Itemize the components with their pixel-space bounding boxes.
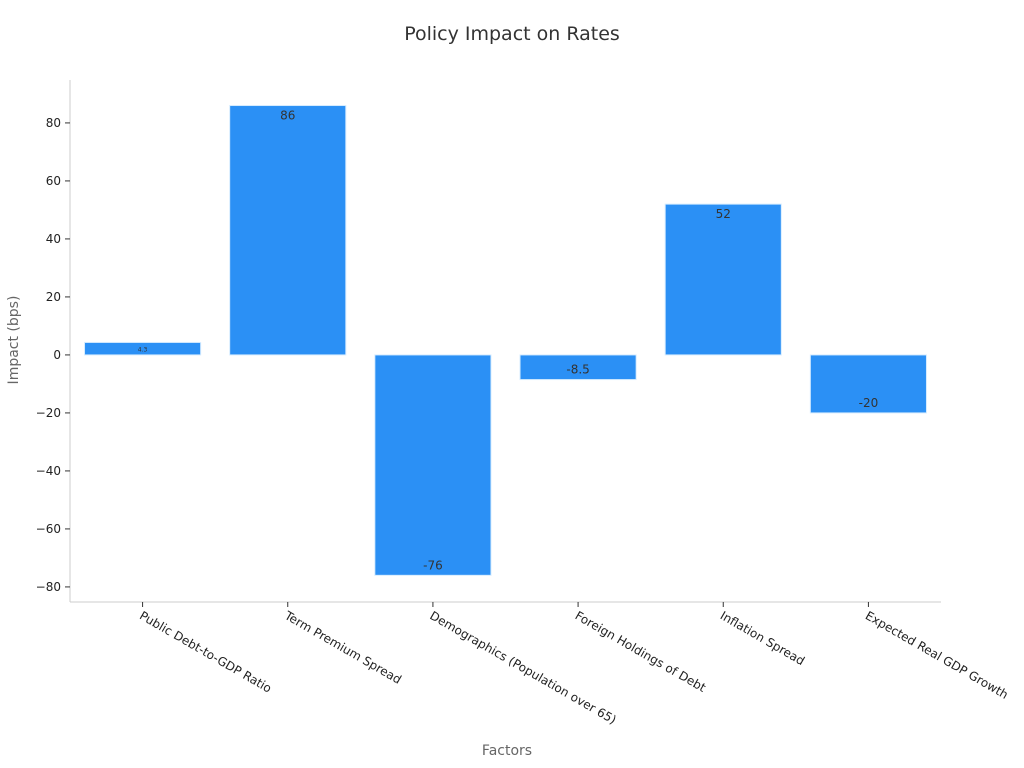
x-axis-label: Factors: [482, 743, 532, 759]
y-tick-label: 60: [46, 174, 61, 188]
y-axis-label: Impact (bps): [6, 296, 22, 385]
x-tick-label: Expected Real GDP Growth: [863, 608, 1011, 701]
y-tick-label: 0: [53, 348, 61, 362]
data-label: -76: [423, 558, 443, 572]
y-tick-label: −80: [36, 580, 61, 594]
y-tick-label: −40: [36, 464, 61, 478]
chart-title: Policy Impact on Rates: [404, 23, 620, 45]
bar: [229, 105, 347, 356]
y-tick-label: −60: [36, 522, 61, 536]
x-tick-label: Term Premium Spread: [281, 608, 404, 687]
y-tick-label: 40: [46, 232, 61, 246]
bar: [664, 203, 782, 356]
bar: [809, 354, 927, 414]
y-tick-label: 80: [46, 116, 61, 130]
x-tick-label: Foreign Holdings of Debt: [573, 608, 709, 695]
x-tick-label: Public Debt-to-GDP Ratio: [137, 608, 274, 695]
data-label: 86: [280, 109, 295, 123]
y-tick-label: 20: [46, 290, 61, 304]
bar: [84, 341, 202, 356]
data-label: 52: [716, 207, 731, 221]
data-label: -20: [859, 396, 879, 410]
data-label: 4.3: [138, 346, 148, 353]
x-tick-label: Inflation Spread: [718, 608, 807, 668]
bar: [519, 354, 637, 381]
data-label: -8.5: [566, 363, 589, 377]
y-tick-label: −20: [36, 406, 61, 420]
bar: [374, 354, 492, 576]
